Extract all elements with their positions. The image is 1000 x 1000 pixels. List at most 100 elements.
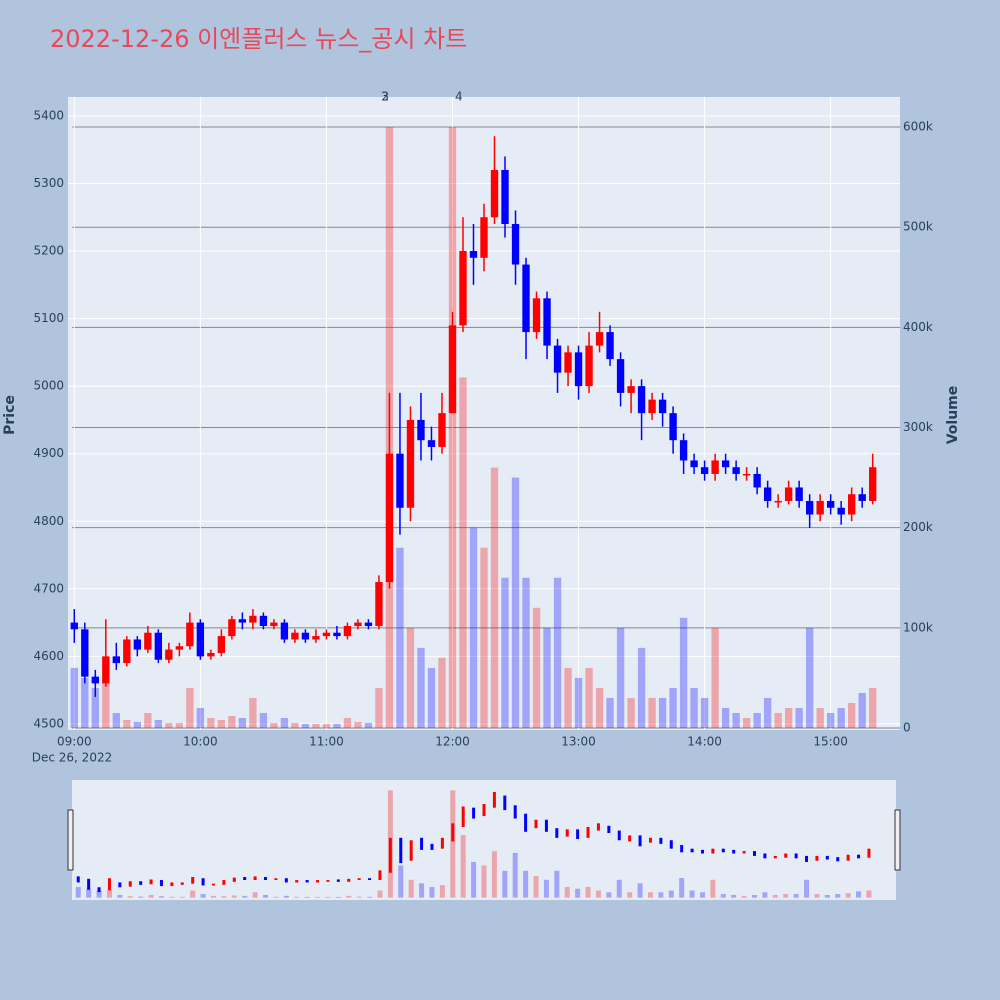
mini-volume-bar	[491, 851, 497, 898]
candle-body	[837, 507, 845, 515]
mini-volume-bar	[138, 896, 144, 898]
volume-bar	[228, 715, 236, 728]
mini-volume-bar	[398, 865, 404, 898]
candle-body	[501, 169, 509, 225]
y-axis-title: Price	[2, 395, 18, 435]
mini-volume-bar	[315, 896, 321, 898]
candle-body	[448, 325, 457, 414]
volume-bar	[553, 577, 562, 728]
candle-body	[606, 332, 614, 360]
candle-body	[375, 582, 383, 626]
candle-body	[679, 440, 688, 461]
mini-volume-bar	[356, 896, 362, 898]
volume-bar	[648, 697, 656, 728]
volume-bar	[70, 667, 78, 728]
range-handle-right[interactable]	[894, 809, 901, 871]
candle-body	[742, 473, 751, 476]
volume-bar	[396, 547, 404, 728]
candle-body	[585, 345, 593, 387]
volume-bar	[595, 687, 604, 728]
mini-volume-bar	[575, 888, 581, 898]
candle-body	[774, 500, 782, 503]
y2-tick-label: 0	[903, 720, 911, 734]
range-slider[interactable]	[72, 780, 896, 900]
volume-bar	[869, 687, 877, 728]
mini-volume-bar	[720, 894, 726, 898]
volume-bar	[848, 702, 856, 728]
x-tick-label: 13:00	[561, 735, 596, 749]
volume-bar	[637, 647, 646, 728]
candle-body	[102, 656, 110, 684]
candle-body	[648, 399, 656, 414]
mini-volume-bar	[824, 894, 830, 898]
mini-volume-bar	[814, 894, 820, 898]
volume-bar	[616, 627, 625, 728]
mini-volume-bar	[439, 885, 445, 898]
volume-bar	[301, 723, 310, 728]
mini-volume-bar	[658, 892, 664, 898]
mini-volume-bar	[856, 891, 862, 898]
x-axis-sublabel: Dec 26, 2022	[32, 751, 112, 765]
volume-bar	[511, 477, 520, 728]
volume-bar	[312, 723, 320, 728]
mini-volume-bar	[585, 886, 591, 898]
y-tick-label: 5000	[33, 379, 64, 393]
mini-volume-bar	[335, 896, 341, 898]
x-tick-label: 09:00	[57, 735, 92, 749]
annotation: 3	[381, 90, 389, 104]
candle-body	[858, 494, 866, 501]
volume-bar	[406, 627, 415, 728]
candle-body	[343, 625, 352, 637]
candle-body	[690, 460, 698, 468]
volume-bar	[679, 617, 688, 728]
mini-volume-bar	[637, 883, 643, 898]
mini-volume-bar	[627, 892, 633, 898]
candle-body	[784, 487, 793, 501]
candle-body	[637, 386, 646, 414]
candle-body	[322, 632, 331, 637]
annotation: 4	[455, 90, 463, 104]
candle-body	[154, 632, 163, 660]
candle-body	[711, 460, 719, 474]
volume-bar	[207, 717, 215, 728]
candle-body	[848, 494, 856, 515]
range-handle-left[interactable]	[67, 809, 74, 871]
candle-body	[564, 352, 572, 373]
volume-bar	[742, 717, 751, 728]
candle-body	[595, 332, 604, 346]
candle-body	[438, 413, 446, 447]
x-tick-label: 12:00	[435, 735, 470, 749]
volume-bar	[753, 712, 761, 728]
mini-volume-bar	[325, 896, 331, 898]
volume-bar	[564, 667, 572, 728]
mini-volume-bar	[190, 890, 196, 898]
volume-bar	[427, 667, 436, 728]
mini-volume-bar	[512, 852, 518, 898]
volume-bar	[91, 687, 99, 728]
mini-volume-bar	[169, 896, 175, 898]
volume-bar	[700, 697, 709, 728]
mini-volume-bar	[377, 890, 383, 898]
mini-volume-bar	[471, 861, 477, 898]
candle-body	[511, 224, 520, 265]
candle-body	[217, 636, 226, 653]
candle-body	[869, 467, 877, 501]
volume-bar	[375, 687, 383, 728]
volume-bar	[438, 657, 446, 728]
y2-tick-label: 300k	[903, 420, 933, 434]
candle-body	[732, 467, 740, 474]
volume-bar	[322, 723, 331, 728]
candle-body	[196, 622, 205, 657]
candle-body	[186, 622, 194, 647]
volume-bar	[837, 707, 845, 728]
volume-bar	[459, 377, 467, 728]
candle-body	[333, 632, 341, 637]
volume-bar	[238, 717, 247, 728]
mini-volume-bar	[689, 890, 695, 898]
mini-volume-bar	[793, 894, 799, 898]
candle-body	[364, 622, 373, 626]
mini-volume-bar	[502, 870, 508, 898]
mini-volume-bar	[783, 894, 789, 898]
mini-volume-bar	[148, 894, 154, 898]
